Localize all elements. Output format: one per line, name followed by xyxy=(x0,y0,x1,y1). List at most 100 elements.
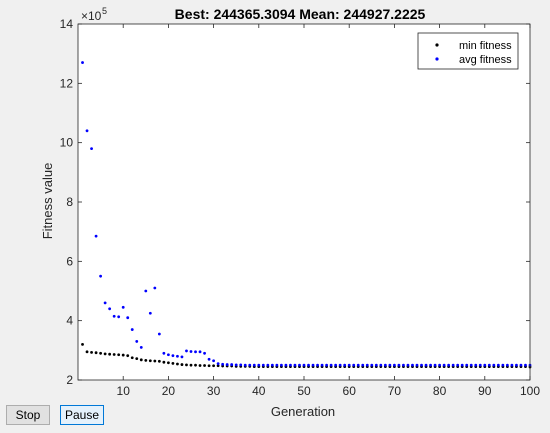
data-point-avg-fitness xyxy=(180,355,184,359)
data-point-avg-fitness xyxy=(85,129,89,133)
data-point-min-fitness xyxy=(167,361,170,365)
data-point-avg-fitness xyxy=(248,363,252,367)
axes-background xyxy=(78,24,530,380)
data-point-avg-fitness xyxy=(185,349,188,353)
axes-border xyxy=(77,23,531,381)
stop-button[interactable]: Stop xyxy=(6,405,50,425)
data-point-avg-fitness xyxy=(270,363,274,367)
data-point-min-fitness xyxy=(198,364,202,367)
data-point-avg-fitness xyxy=(406,363,410,367)
data-point-avg-fitness xyxy=(216,362,220,366)
y-exponent-base: ×10 xyxy=(81,9,102,23)
data-point-min-fitness xyxy=(90,351,93,354)
data-point-avg-fitness xyxy=(343,363,347,367)
data-point-avg-fitness xyxy=(347,363,351,367)
x-tick-label: 90 xyxy=(478,384,492,398)
data-point-avg-fitness xyxy=(483,363,487,367)
data-point-avg-fitness xyxy=(492,363,496,367)
data-point-avg-fitness xyxy=(325,363,328,367)
data-point-avg-fitness xyxy=(524,363,527,367)
data-point-avg-fitness xyxy=(402,363,405,367)
x-axis-label: Generation xyxy=(271,404,335,419)
data-point-avg-fitness xyxy=(415,363,419,367)
data-point-avg-fitness xyxy=(261,363,265,367)
legend-marker-avg-fitness xyxy=(435,57,439,61)
data-point-avg-fitness xyxy=(433,363,437,367)
y-tick-label: 14 xyxy=(60,17,74,31)
data-point-min-fitness xyxy=(103,352,107,356)
data-point-avg-fitness xyxy=(117,315,121,319)
data-point-avg-fitness xyxy=(487,363,491,367)
data-point-avg-fitness xyxy=(474,363,478,367)
data-point-avg-fitness xyxy=(338,363,342,367)
data-point-avg-fitness xyxy=(352,363,356,367)
data-point-min-fitness xyxy=(176,362,179,366)
data-point-min-fitness xyxy=(94,351,98,355)
data-point-min-fitness xyxy=(85,350,89,354)
data-point-avg-fitness xyxy=(307,363,310,367)
data-point-avg-fitness xyxy=(239,363,243,367)
data-point-avg-fitness xyxy=(388,363,392,367)
data-point-avg-fitness xyxy=(99,274,102,278)
data-point-avg-fitness xyxy=(198,350,202,354)
data-point-avg-fitness xyxy=(329,363,333,367)
x-tick-label: 40 xyxy=(252,384,266,398)
data-point-avg-fitness xyxy=(194,350,197,354)
legend: min fitness avg fitness xyxy=(417,32,519,70)
data-point-avg-fitness xyxy=(121,305,125,309)
data-point-min-fitness xyxy=(148,359,152,363)
data-point-avg-fitness xyxy=(252,363,256,367)
y-axis-label: Fitness value xyxy=(40,163,55,240)
x-tick-label: 80 xyxy=(433,384,447,398)
data-point-avg-fitness xyxy=(257,363,261,367)
data-point-avg-fitness xyxy=(139,345,143,349)
data-point-avg-fitness xyxy=(311,363,315,367)
data-point-min-fitness xyxy=(216,364,220,368)
data-point-avg-fitness xyxy=(515,363,518,367)
data-point-min-fitness xyxy=(135,357,139,361)
data-point-avg-fitness xyxy=(221,362,225,366)
data-point-avg-fitness xyxy=(144,289,148,293)
data-point-min-fitness xyxy=(108,352,112,356)
data-point-avg-fitness xyxy=(361,363,365,367)
data-point-min-fitness xyxy=(185,363,188,367)
data-point-min-fitness xyxy=(212,364,216,368)
data-point-avg-fitness xyxy=(374,363,378,367)
data-point-min-fitness xyxy=(207,364,211,368)
data-point-min-fitness xyxy=(117,353,121,357)
y-tick-label: 4 xyxy=(66,314,73,328)
data-point-avg-fitness xyxy=(424,363,428,367)
data-point-avg-fitness xyxy=(203,351,206,355)
data-point-avg-fitness xyxy=(316,363,319,367)
data-point-min-fitness xyxy=(81,343,84,346)
data-point-avg-fitness xyxy=(298,363,301,367)
data-point-avg-fitness xyxy=(510,363,514,367)
legend-box xyxy=(417,32,519,70)
x-tick-label: 30 xyxy=(207,384,221,398)
data-point-avg-fitness xyxy=(469,363,473,367)
data-point-avg-fitness xyxy=(393,363,396,367)
legend-label-min-fitness: min fitness xyxy=(459,40,512,52)
data-point-avg-fitness xyxy=(411,363,414,367)
data-point-min-fitness xyxy=(171,361,175,365)
data-point-avg-fitness xyxy=(293,363,297,367)
data-point-avg-fitness xyxy=(212,359,216,363)
data-point-avg-fitness xyxy=(356,363,360,367)
data-point-avg-fitness xyxy=(465,363,469,367)
data-point-avg-fitness xyxy=(157,332,161,336)
data-point-avg-fitness xyxy=(442,363,446,367)
data-point-avg-fitness xyxy=(167,353,170,357)
data-point-avg-fitness xyxy=(126,316,130,320)
pause-button[interactable]: Pause xyxy=(60,405,104,425)
data-point-avg-fitness xyxy=(130,328,134,331)
data-point-avg-fitness xyxy=(266,363,270,367)
legend-label-avg-fitness: avg fitness xyxy=(459,54,512,66)
data-point-avg-fitness xyxy=(496,363,500,367)
data-point-avg-fitness xyxy=(429,363,432,367)
x-tick-label: 50 xyxy=(297,384,311,398)
y-tick-label: 2 xyxy=(66,373,73,387)
y-exponent-label: ×10 5 xyxy=(81,6,107,23)
data-point-avg-fitness xyxy=(225,363,229,366)
data-point-avg-fitness xyxy=(320,363,324,367)
x-tick-label: 20 xyxy=(162,384,176,398)
